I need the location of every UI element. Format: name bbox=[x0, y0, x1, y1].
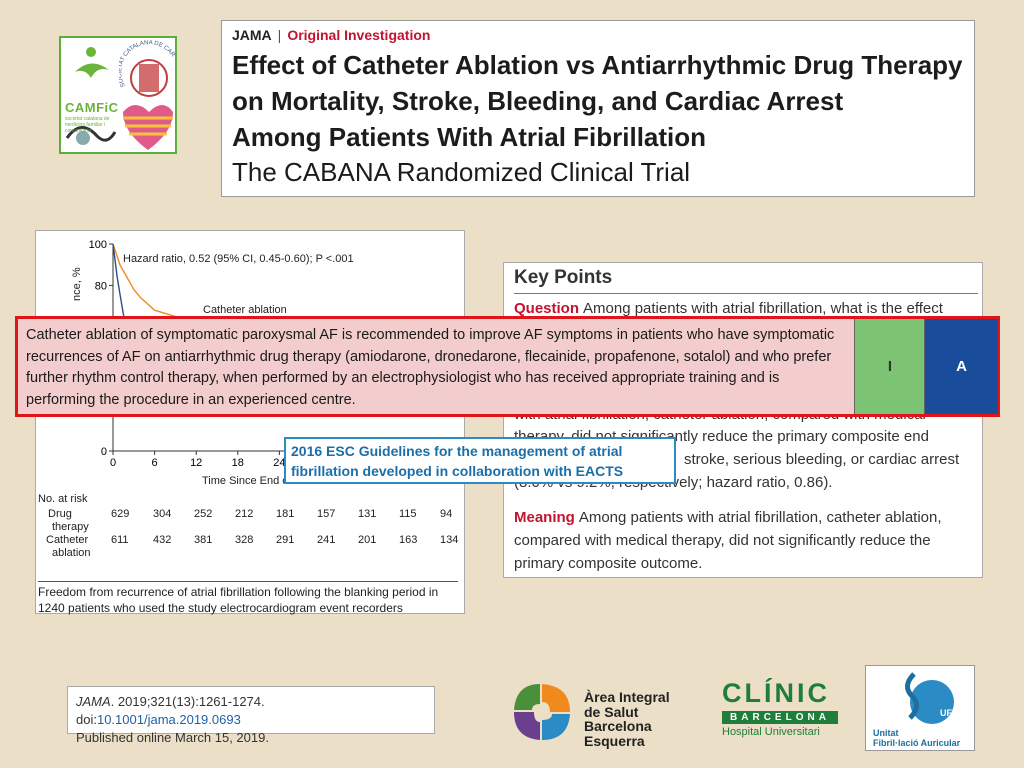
risk-table-cell: 115 bbox=[399, 508, 417, 520]
aisbe-line: Àrea Integral bbox=[584, 689, 670, 705]
svg-text:SOCIETAT CATALANA DE CARDIOLOG: SOCIETAT CATALANA DE CARDIOLOGIA bbox=[119, 38, 176, 88]
risk-table-cell: 134 bbox=[440, 534, 459, 546]
risk-table-cell: 241 bbox=[317, 534, 336, 546]
hazard-ratio-annotation: Hazard ratio, 0.52 (95% CI, 0.45-0.60); … bbox=[123, 253, 354, 265]
risk-table-cell: 381 bbox=[194, 534, 213, 546]
article-subtitle: The CABANA Randomized Clinical Trial bbox=[232, 157, 691, 187]
ufa-logo-text: Unitat Fibril·lació Auricular bbox=[873, 728, 960, 748]
key-points-meaning: Meaning Among patients with atrial fibril… bbox=[514, 506, 976, 575]
y-tick-label: 100 bbox=[89, 239, 107, 251]
camfic-logo-graphic bbox=[65, 47, 173, 150]
meaning-text: Among patients with atrial fibrillation,… bbox=[514, 509, 942, 572]
clinic-logo-hospital: Hospital Universitari bbox=[722, 726, 820, 738]
article-type: Original Investigation bbox=[287, 27, 431, 43]
citation-published: Published online March 15, 2019. bbox=[76, 730, 269, 745]
risk-table-cell: 201 bbox=[358, 534, 377, 546]
aisbe-logo-text: Àrea Integral de Salut Barcelona Esquerr… bbox=[584, 690, 712, 748]
x-tick-label: 12 bbox=[190, 457, 202, 469]
y-tick-label: 0 bbox=[101, 446, 107, 458]
recommendation-level: A bbox=[924, 319, 998, 414]
risk-row-label: therapy bbox=[52, 521, 89, 533]
x-tick-label: 6 bbox=[152, 457, 158, 469]
meaning-label: Meaning bbox=[514, 509, 575, 526]
key-points-divider bbox=[514, 293, 978, 294]
series-label-catheter-ablation: Catheter ablation bbox=[203, 304, 287, 316]
x-axis-label: Time Since End o bbox=[202, 475, 288, 487]
risk-row-label: ablation bbox=[52, 547, 91, 559]
key-points-title: Key Points bbox=[514, 267, 613, 288]
risk-table-cell: 611 bbox=[111, 534, 129, 546]
ufa-logo-icon: UFA bbox=[905, 672, 959, 724]
aisbe-logo-icon bbox=[514, 684, 570, 740]
camfic-logo-subtitle: societat catalana de medicina familiar i… bbox=[65, 116, 110, 134]
x-tick-label: 0 bbox=[110, 457, 116, 469]
key-points-findings-line: stroke, serious bleeding, or cardiac arr… bbox=[684, 451, 960, 468]
risk-table-cell: 163 bbox=[399, 534, 418, 546]
cardiologia-society-arc: SOCIETAT CATALANA DE CARDIOLOGIA bbox=[119, 38, 176, 88]
risk-row-label: Drug bbox=[48, 508, 72, 520]
x-tick-label: 18 bbox=[232, 457, 244, 469]
risk-table-cell: 328 bbox=[235, 534, 254, 546]
risk-table-cell: 432 bbox=[153, 534, 172, 546]
y-axis-label: nce, % bbox=[71, 267, 83, 301]
ufa-logo: UFA Unitat Fibril·lació Auricular bbox=[865, 665, 975, 751]
article-title: Effect of Catheter Ablation vs Antiarrhy… bbox=[232, 47, 964, 155]
clinic-logo-name: CLÍNIC bbox=[722, 678, 830, 708]
citation-line: JAMA. 2019;321(13):1261-1274. doi:10.100… bbox=[76, 693, 426, 729]
article-title-line: on Mortality, Stroke, Bleeding, and Card… bbox=[232, 86, 844, 116]
journal-name: JAMA bbox=[232, 27, 272, 43]
y-tick-label: 80 bbox=[95, 280, 107, 292]
risk-table-cell: 181 bbox=[276, 508, 295, 520]
article-title-line: Effect of Catheter Ablation vs Antiarrhy… bbox=[232, 50, 963, 80]
journal-separator: | bbox=[277, 27, 282, 43]
question-label: Question bbox=[514, 300, 580, 317]
recommendation-text: Catheter ablation of symptomatic paroxys… bbox=[26, 327, 835, 408]
risk-row-label: Catheter bbox=[46, 534, 89, 546]
clinic-logo-city: BARCELONA bbox=[722, 711, 838, 724]
ufa-line: Unitat bbox=[873, 728, 899, 738]
risk-table-title: No. at risk bbox=[38, 493, 88, 505]
risk-table-cell: 212 bbox=[235, 508, 254, 520]
x-tick-label: 24 bbox=[273, 457, 285, 469]
risk-table-cell: 157 bbox=[317, 508, 336, 520]
key-points-box: Key Points Question Among patients with a… bbox=[503, 262, 983, 578]
risk-table-cell: 94 bbox=[440, 508, 453, 520]
clinic-logo: CLÍNIC BARCELONA Hospital Universitari bbox=[722, 678, 840, 744]
risk-table-cell: 291 bbox=[276, 534, 295, 546]
risk-table-cell: 252 bbox=[194, 508, 213, 520]
article-title-box: JAMA | Original Investigation Effect of Ca… bbox=[221, 20, 975, 197]
ufa-line: Fibril·lació Auricular bbox=[873, 738, 961, 748]
aisbe-line: de Salut bbox=[584, 703, 639, 720]
recommendation-row: Catheter ablation of symptomatic paroxys… bbox=[15, 316, 1000, 417]
ufa-badge-text: UFA bbox=[940, 708, 959, 718]
aisbe-line: Barcelona Esquerra bbox=[584, 718, 652, 749]
article-title-line: Among Patients With Atrial Fibrillation bbox=[232, 122, 707, 152]
citation-doi-link[interactable]: 10.1001/jama.2019.0693 bbox=[96, 712, 241, 727]
journal-line: JAMA | Original Investigation bbox=[232, 27, 964, 43]
figure-caption: Freedom from recurrence of atrial fibril… bbox=[38, 581, 458, 616]
question-text: Among patients with atrial fibrillation,… bbox=[583, 300, 943, 317]
km-figure-panel: nce, % Time Since End o Hazard ratio, 0.… bbox=[35, 230, 465, 616]
camfic-logo: CAMFiC societat catalana de medicina fam… bbox=[59, 36, 177, 154]
citation-journal: JAMA bbox=[76, 694, 111, 709]
aisbe-logo: Àrea Integral de Salut Barcelona Esquerr… bbox=[512, 682, 712, 748]
risk-table-cell: 131 bbox=[358, 508, 377, 520]
risk-table-cell: 629 bbox=[111, 508, 130, 520]
citation-box: JAMA. 2019;321(13):1261-1274. doi:10.100… bbox=[67, 686, 435, 745]
key-points-question: Question Among patients with atrial fibri… bbox=[514, 297, 976, 320]
recommendation-class: I bbox=[854, 319, 925, 414]
citation-details: . 2019;321(13):1261-1274. doi: bbox=[76, 694, 265, 727]
esc-guidelines-label: 2016 ESC Guidelines for the management o… bbox=[284, 437, 676, 484]
risk-table-cell: 304 bbox=[153, 508, 172, 520]
camfic-logo-text: CAMFiC bbox=[65, 100, 119, 115]
cardiologia-arc-text: SOCIETAT CATALANA DE CARDIOLOGIA bbox=[119, 38, 176, 88]
